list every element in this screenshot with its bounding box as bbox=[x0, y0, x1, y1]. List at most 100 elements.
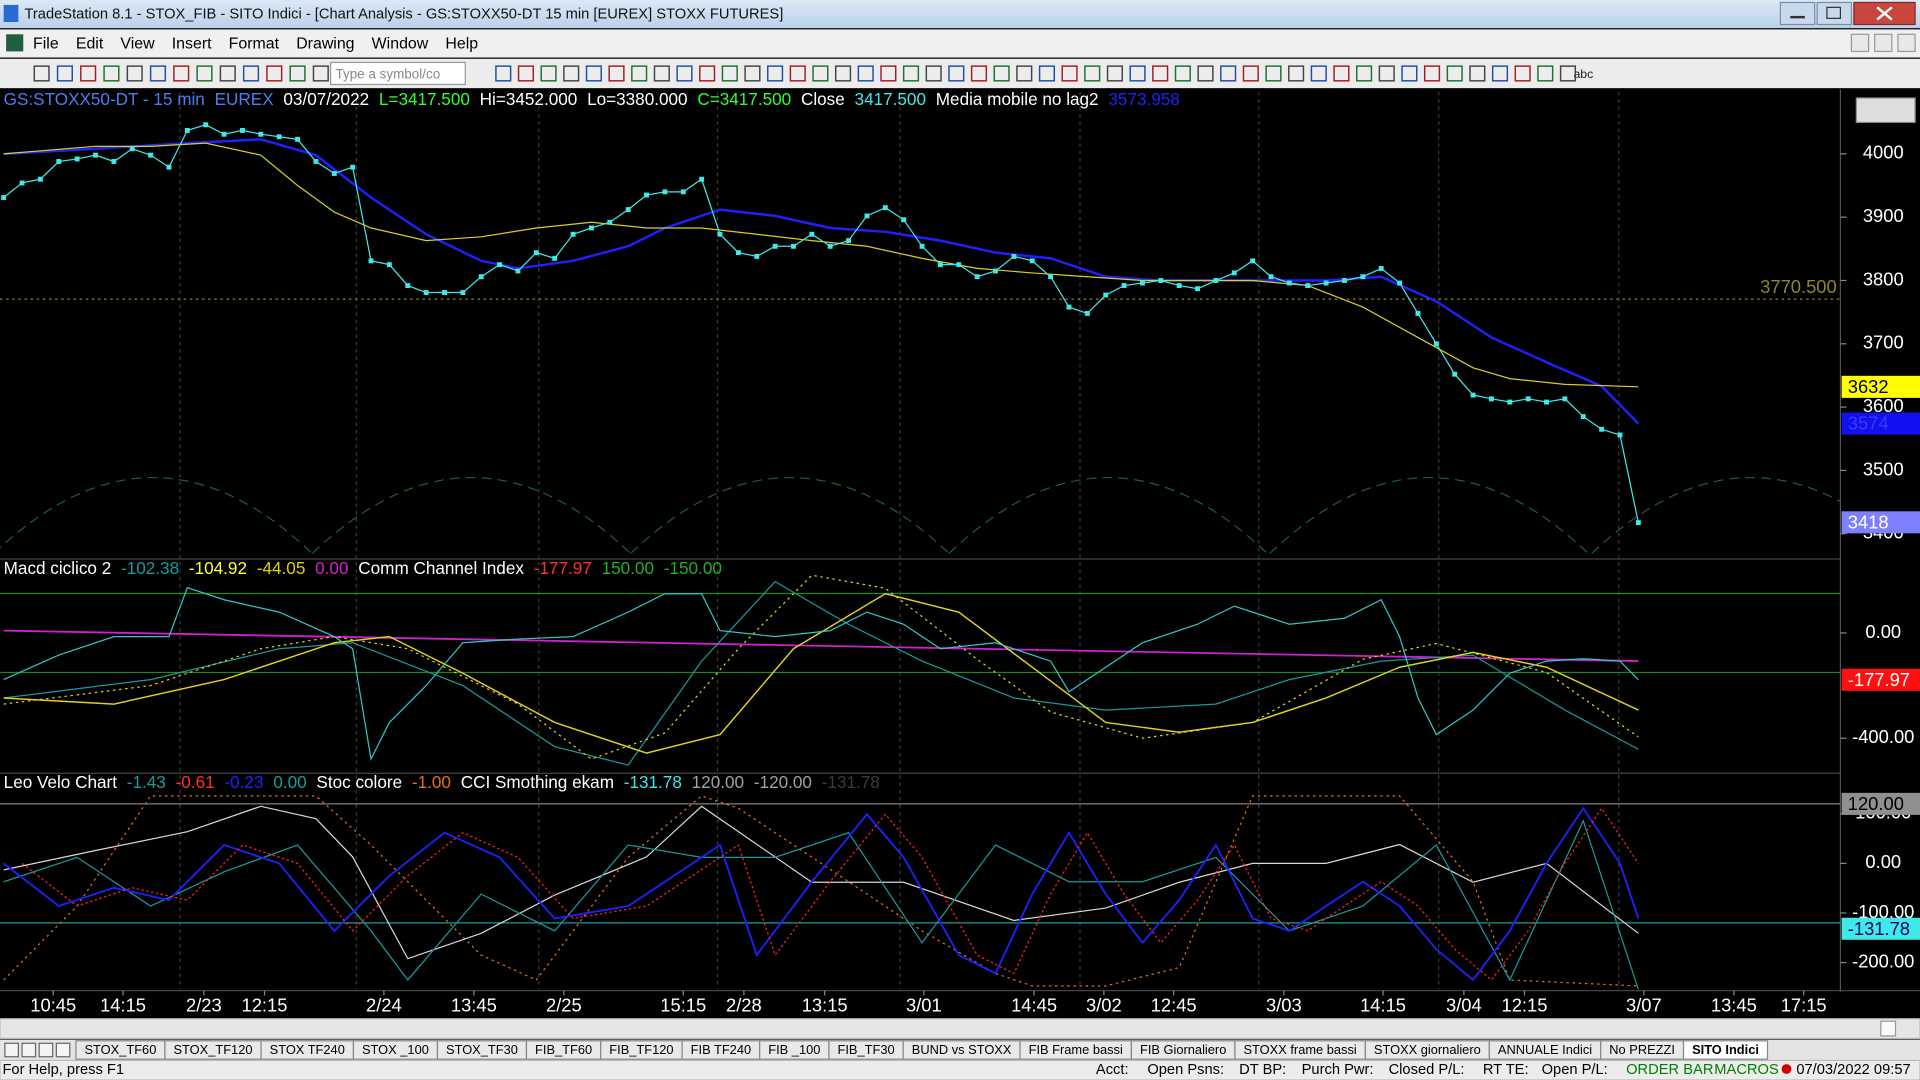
toolbar-icon[interactable] bbox=[80, 65, 97, 82]
window-controls[interactable] bbox=[1779, 1, 1916, 26]
toolbar-icon[interactable] bbox=[1106, 65, 1123, 82]
toolbar-icon[interactable] bbox=[1514, 65, 1531, 82]
toolbar-icon[interactable] bbox=[517, 65, 534, 82]
toolbar-icon[interactable] bbox=[812, 65, 829, 82]
toolbar-icon[interactable] bbox=[970, 65, 988, 82]
mdi-restore[interactable] bbox=[1874, 33, 1893, 53]
toolbar-icon[interactable] bbox=[767, 65, 784, 82]
scroll-thumb[interactable] bbox=[1880, 1020, 1897, 1037]
toolbar-icon[interactable] bbox=[196, 65, 213, 82]
toolbar-icon[interactable] bbox=[1038, 65, 1056, 82]
toolbar-icon[interactable] bbox=[993, 65, 1010, 82]
toolbar-icon[interactable] bbox=[744, 65, 761, 82]
x-tick-label: 2/23 bbox=[186, 994, 222, 1015]
toolbar-icon[interactable] bbox=[857, 65, 874, 82]
toolbar-icon[interactable] bbox=[699, 65, 716, 82]
symbol-input[interactable] bbox=[330, 61, 466, 86]
toolbar-icon[interactable] bbox=[925, 65, 942, 82]
tab-nav-button[interactable] bbox=[55, 1042, 71, 1058]
scrollbar[interactable] bbox=[0, 1018, 1920, 1039]
mdi-minimize[interactable] bbox=[1850, 33, 1870, 53]
menu-item[interactable]: File bbox=[33, 35, 59, 52]
toolbar-icon[interactable] bbox=[1537, 65, 1554, 82]
toolbar-icon[interactable] bbox=[1288, 65, 1305, 82]
menu-item[interactable]: Drawing bbox=[296, 35, 354, 52]
toolbar-icon[interactable] bbox=[33, 65, 50, 82]
toolbar-icon[interactable] bbox=[1559, 65, 1577, 82]
toolbar-icon[interactable] bbox=[495, 65, 512, 82]
menu-item[interactable]: Insert bbox=[172, 35, 212, 52]
menu-item[interactable]: Help bbox=[445, 35, 478, 52]
tab-nav-button[interactable] bbox=[21, 1042, 37, 1058]
x-tick-label: 12:45 bbox=[1151, 994, 1197, 1015]
tab-nav-button[interactable] bbox=[38, 1042, 54, 1058]
price-point bbox=[588, 225, 594, 231]
tab-nav-button[interactable] bbox=[4, 1042, 19, 1058]
menu-item[interactable]: Format bbox=[229, 35, 280, 52]
x-tick-label: 2/24 bbox=[366, 994, 402, 1015]
toolbar-icon[interactable] bbox=[1129, 65, 1146, 82]
toolbar-icon[interactable] bbox=[1084, 65, 1101, 82]
toolbar-icon[interactable] bbox=[1423, 65, 1441, 82]
menu-item[interactable]: Window bbox=[372, 35, 429, 52]
toolbar-icon[interactable] bbox=[1333, 65, 1350, 82]
price-point bbox=[1415, 310, 1421, 316]
toolbar-icon[interactable] bbox=[219, 65, 236, 82]
toolbar-icon[interactable] bbox=[1469, 65, 1486, 82]
toolbar-icon[interactable] bbox=[266, 65, 283, 82]
price-point bbox=[276, 134, 282, 140]
sheet-tab-label: FIB _100 bbox=[768, 1042, 820, 1057]
mdi-close[interactable] bbox=[1897, 33, 1916, 53]
toolbar-icon[interactable] bbox=[880, 65, 897, 82]
toolbar-icon[interactable] bbox=[1356, 65, 1373, 82]
toolbar-icon[interactable] bbox=[721, 65, 738, 82]
toolbar-icon[interactable] bbox=[1265, 65, 1282, 82]
toolbar-icon[interactable] bbox=[312, 65, 329, 82]
series-line bbox=[3, 592, 1639, 754]
menu-item[interactable]: View bbox=[120, 35, 155, 52]
toolbar-icon[interactable] bbox=[902, 65, 920, 82]
toolbar-icon[interactable] bbox=[563, 65, 580, 82]
minimize-button[interactable] bbox=[1779, 1, 1816, 26]
price-point bbox=[129, 146, 135, 152]
mdi-controls[interactable] bbox=[1850, 33, 1916, 53]
restore-button[interactable] bbox=[1816, 1, 1853, 26]
menu-item[interactable]: Edit bbox=[76, 35, 104, 52]
toolbar-icon[interactable] bbox=[289, 65, 306, 82]
toolbar-icon[interactable] bbox=[1152, 65, 1169, 82]
toolbar-icon[interactable] bbox=[789, 65, 806, 82]
toolbar-icon[interactable] bbox=[173, 65, 190, 82]
x-tick-label: 13:45 bbox=[1711, 994, 1757, 1015]
toolbar-icon[interactable] bbox=[1446, 65, 1463, 82]
toolbar-icon[interactable] bbox=[1174, 65, 1191, 82]
chart-window-buttons[interactable] bbox=[1855, 97, 1916, 124]
toolbar-icon[interactable] bbox=[540, 65, 557, 82]
sheet-tab[interactable] bbox=[1682, 1040, 1769, 1060]
toolbar-icon[interactable] bbox=[103, 65, 120, 82]
toolbar-icon[interactable] bbox=[56, 65, 73, 82]
sheet-tab-label: ANNUALE Indici bbox=[1498, 1042, 1592, 1057]
toolbar-icon[interactable] bbox=[1197, 65, 1214, 82]
toolbar-icon[interactable] bbox=[653, 65, 670, 82]
price-point bbox=[1048, 274, 1054, 280]
toolbar-icon[interactable] bbox=[1310, 65, 1327, 82]
text-tool[interactable]: abc bbox=[1573, 67, 1593, 81]
toolbar-icon[interactable] bbox=[631, 65, 648, 82]
toolbar-icon[interactable] bbox=[1061, 65, 1078, 82]
toolbar-icon[interactable] bbox=[1491, 65, 1509, 82]
toolbar-icon[interactable] bbox=[1016, 65, 1033, 82]
toolbar-icon[interactable] bbox=[676, 65, 693, 82]
toolbar-icon[interactable] bbox=[149, 65, 167, 82]
toolbar-icon[interactable] bbox=[608, 65, 625, 82]
last-value-label: 120.00 bbox=[1848, 793, 1904, 814]
toolbar-icon[interactable] bbox=[834, 65, 852, 82]
x-tick-label: 14:15 bbox=[100, 994, 146, 1015]
toolbar-icon[interactable] bbox=[242, 65, 260, 82]
toolbar-icon[interactable] bbox=[1242, 65, 1259, 82]
toolbar-icon[interactable] bbox=[1220, 65, 1237, 82]
toolbar-icon[interactable] bbox=[1401, 65, 1418, 82]
toolbar-icon[interactable] bbox=[585, 65, 602, 82]
toolbar-icon[interactable] bbox=[1378, 65, 1395, 82]
toolbar-icon[interactable] bbox=[126, 65, 143, 82]
toolbar-icon[interactable] bbox=[948, 65, 965, 82]
